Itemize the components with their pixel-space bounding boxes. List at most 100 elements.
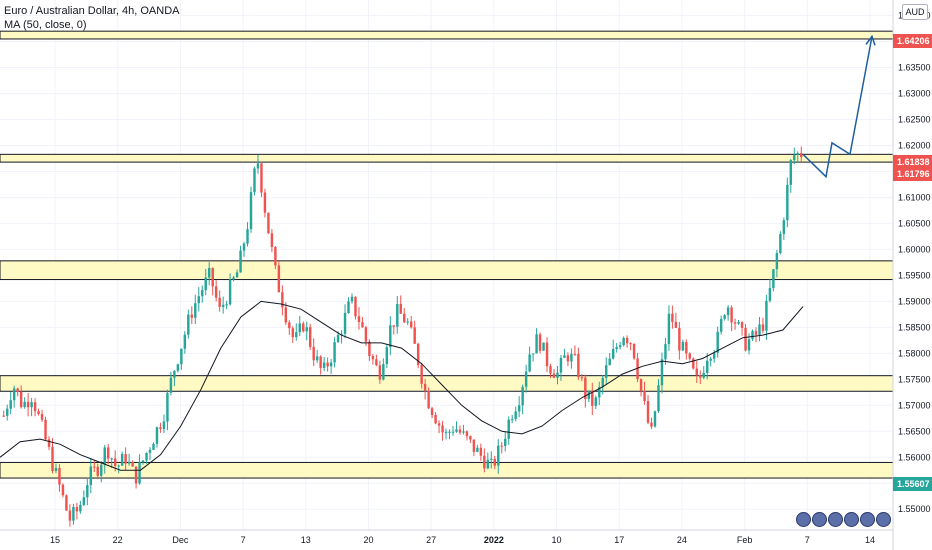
x-tick-label: 22 — [113, 535, 123, 545]
candle-body — [176, 364, 180, 371]
candle-body — [298, 323, 301, 333]
candle-body — [552, 373, 556, 378]
candle-body — [37, 411, 40, 414]
candle-body — [72, 506, 75, 521]
candle-body — [340, 333, 343, 335]
price-badge — [893, 477, 932, 491]
candle-body — [448, 431, 451, 433]
economic-event-icon[interactable] — [860, 512, 875, 527]
candle-body — [479, 447, 483, 456]
candle-body — [12, 388, 16, 401]
candle-body — [427, 390, 430, 409]
candle-body — [288, 322, 291, 329]
candle-body — [796, 153, 799, 156]
projection-line — [802, 36, 873, 179]
candle-body — [632, 343, 636, 359]
economic-event-icon[interactable] — [796, 512, 811, 527]
economic-event-icon[interactable] — [876, 512, 891, 527]
currency-badge[interactable]: AUD — [902, 4, 928, 20]
candle-body — [500, 445, 503, 447]
economic-events[interactable] — [796, 512, 891, 528]
x-tick-label: 7 — [241, 535, 246, 545]
candle-body — [82, 497, 86, 505]
symbol-title[interactable]: Euro / Australian Dollar, 4h, OANDA — [4, 5, 180, 17]
candle-body — [385, 347, 389, 365]
candle-body — [413, 327, 416, 344]
candle-body — [65, 495, 68, 511]
candle-body — [166, 392, 169, 422]
time-axis[interactable]: 15 22 Dec 7 13 20 27 2022 10 17 24 Feb 7 14 — [0, 529, 893, 545]
candle-body — [800, 153, 803, 158]
candle-body — [145, 452, 148, 461]
candle-body — [437, 423, 441, 426]
candle-body — [444, 431, 448, 433]
candle-body — [33, 402, 37, 412]
candle-body — [361, 322, 364, 328]
candle-body — [664, 344, 667, 360]
candle-body — [455, 429, 458, 432]
candle-body — [162, 421, 166, 429]
zone-rect — [0, 260, 894, 281]
candle-body — [403, 313, 406, 323]
price-badge-text: 1.55607 — [897, 479, 930, 489]
candle-body — [51, 446, 54, 472]
candle-body — [110, 458, 113, 460]
candle-body — [514, 411, 517, 420]
candle-body — [733, 322, 737, 324]
candle-body — [187, 314, 190, 335]
candle-body — [284, 307, 288, 323]
price-badge-text: 1.61838 — [897, 157, 930, 167]
candle-body — [476, 447, 479, 452]
support-resistance-zones — [0, 30, 894, 479]
y-tick-label: 1.57000 — [898, 400, 931, 410]
candle-body — [194, 303, 197, 318]
x-tick-label: 15 — [50, 535, 60, 545]
candle-body — [333, 342, 336, 363]
candle-body — [357, 316, 361, 323]
candle-body — [183, 334, 187, 349]
candle-body — [382, 364, 385, 380]
economic-event-icon[interactable] — [812, 512, 827, 527]
candle-body — [131, 461, 134, 467]
candle-body — [207, 268, 211, 278]
candle-body — [89, 466, 93, 486]
candle-body — [399, 303, 402, 314]
candle-body — [789, 160, 793, 185]
candle-body — [336, 334, 340, 343]
candle-body — [232, 277, 235, 280]
candle-body — [441, 425, 444, 433]
candle-body — [723, 315, 726, 319]
candle-body — [54, 467, 58, 472]
y-tick-label: 1.55000 — [898, 504, 931, 514]
candle-body — [326, 362, 329, 367]
candle-body — [152, 443, 155, 450]
candle-body — [566, 355, 570, 362]
candle-body — [754, 331, 758, 335]
candle-body — [601, 377, 604, 387]
candle-body — [702, 372, 705, 378]
candle-body — [354, 296, 357, 317]
candle-body — [660, 359, 664, 386]
y-tick-label: 1.56000 — [898, 452, 931, 462]
price-axis[interactable]: 1.645001.640001.635001.630001.625001.620… — [892, 0, 931, 550]
candle-body — [570, 353, 573, 362]
candle-body — [458, 429, 462, 433]
candle-body — [775, 253, 779, 270]
candle-body — [291, 328, 295, 338]
x-tick-label: 27 — [426, 535, 436, 545]
x-tick-label: 17 — [614, 535, 624, 545]
candle-body — [709, 358, 712, 361]
candle-body — [472, 439, 476, 452]
candle-body — [127, 461, 131, 464]
candle-body — [214, 286, 218, 298]
candle-body — [740, 321, 744, 328]
indicator-label[interactable]: MA (50, close, 0) — [4, 19, 87, 31]
economic-event-icon[interactable] — [828, 512, 843, 527]
economic-event-icon[interactable] — [844, 512, 859, 527]
y-tick-label: 1.62500 — [898, 115, 931, 125]
y-tick-label: 1.63500 — [898, 63, 931, 73]
x-tick-label: 13 — [301, 535, 311, 545]
candle-body — [30, 402, 33, 408]
candle-body — [93, 466, 96, 468]
